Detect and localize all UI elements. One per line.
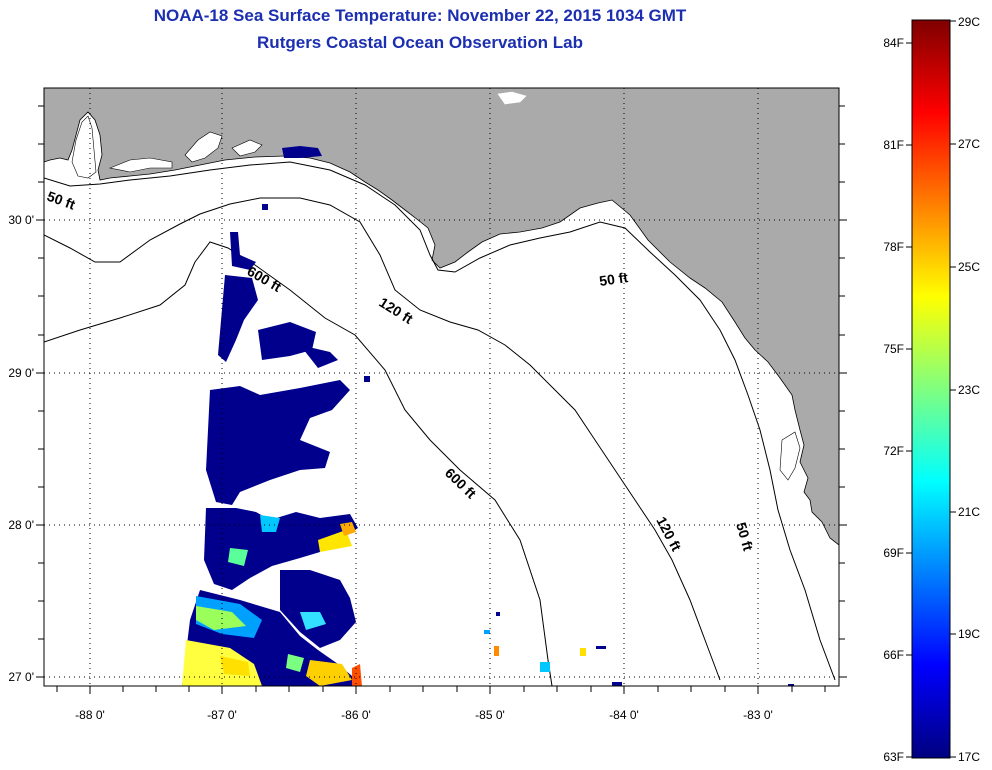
colorbar-f-label: 75F (883, 342, 904, 356)
contour-label-50ft-east: 50 ft (598, 269, 629, 289)
colorbar (911, 19, 951, 759)
contour-50ft (44, 161, 836, 681)
land-mass (44, 88, 839, 546)
colorbar-c-label: 21C (958, 505, 980, 519)
colorbar-f-label: 81F (883, 138, 904, 152)
sst-swath (182, 204, 794, 686)
lon-label: -87 0' (207, 708, 237, 722)
colorbar-ticks (906, 20, 956, 758)
bay-apalachicola (231, 139, 263, 157)
bay-choctawhatchee (108, 157, 173, 173)
colorbar-c-label: 29C (958, 15, 980, 29)
lat-label: 29 0' (8, 366, 34, 380)
colorbar-f-label: 72F (883, 444, 904, 458)
colorbar-f-label: 63F (883, 750, 904, 764)
axis-ticks (36, 105, 847, 694)
contour-120ft (44, 197, 721, 681)
lon-label: -86 0' (341, 708, 371, 722)
nearshore-sst-patch (282, 146, 322, 158)
lon-label: -88 0' (75, 708, 105, 722)
colorbar-c-label: 19C (958, 627, 980, 641)
colorbar-f-label: 84F (883, 36, 904, 50)
chart-title: NOAA-18 Sea Surface Temperature: Novembe… (153, 6, 687, 25)
chart-subtitle: Rutgers Coastal Ocean Observation Lab (257, 33, 583, 52)
lat-label: 27 0' (8, 670, 34, 684)
colorbar-c-label: 23C (958, 383, 980, 397)
colorbar-f-label: 66F (883, 648, 904, 662)
lat-label: 28 0' (8, 518, 34, 532)
colorbar-c-label: 25C (958, 260, 980, 274)
bay-pensacola (71, 115, 97, 179)
bay-tampa (779, 431, 801, 481)
lat-label: 30 0' (8, 213, 34, 227)
contour-600ft (44, 241, 553, 686)
colorbar-f-label: 78F (883, 240, 904, 254)
bay-panama-city (184, 131, 223, 163)
lon-label: -84 0' (609, 708, 639, 722)
lon-label: -83 0' (743, 708, 773, 722)
lon-label: -85 0' (475, 708, 505, 722)
colorbar-f-label: 69F (883, 546, 904, 560)
contour-label-50ft-south: 50 ft (733, 520, 756, 552)
lake-north (497, 91, 527, 105)
map-border (43, 87, 840, 687)
colorbar-c-label: 27C (958, 137, 980, 151)
colorbar-c-label: 17C (958, 750, 980, 764)
